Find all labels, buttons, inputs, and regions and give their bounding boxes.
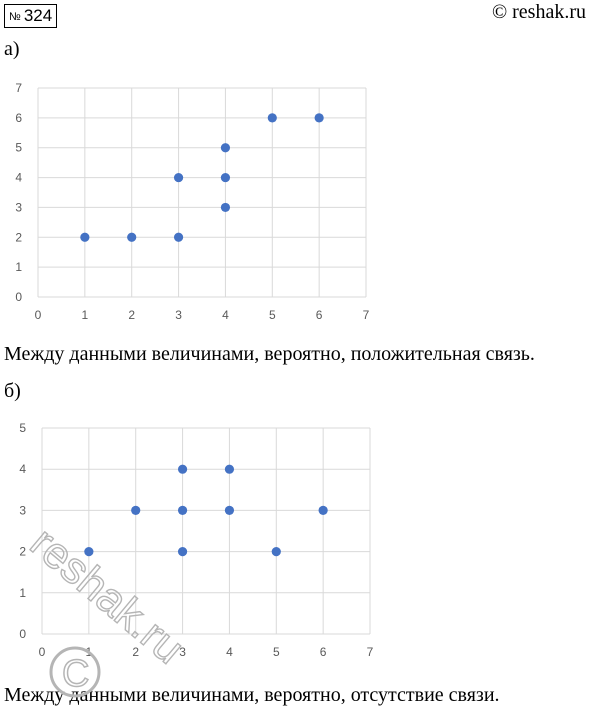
chart-a-y-tick-label: 1 [15,260,22,274]
chart-b-x-tick-label: 1 [86,645,93,659]
chart-a-point-3 [173,172,184,183]
chart-a-x-tick-label: 7 [363,308,370,322]
chart-b-point-5 [224,505,235,515]
chart-b-y-tick-label: 0 [19,627,26,641]
part-b-conclusion: Между данными величинами, вероятно, отсу… [4,684,500,706]
chart-a-point-8 [314,113,324,123]
chart-a-y-tick-label: 0 [15,290,22,304]
part-a-conclusion: Между данными величинами, вероятно, поло… [4,343,535,365]
chart-b-y-tick-label: 4 [19,462,26,476]
chart-a-y-tick-label: 7 [15,81,22,95]
chart-a-point-5 [220,172,231,183]
chart-a-x-tick-label: 1 [82,308,89,322]
chart-b-y-tick-label: 3 [19,503,26,517]
chart-b-point-1 [131,505,141,515]
task-number-badge: № 324 [4,4,58,28]
chart-b-x-tick-label: 7 [367,645,374,659]
header: № 324 © reshak.ru [0,0,592,34]
chart-b-x-tick-label: 6 [320,645,327,659]
chart-b-x-tick-label: 0 [39,645,46,659]
part-b-label: б) [4,380,21,402]
chart-a-y-tick-label: 5 [15,141,22,155]
chart-a-point-6 [220,143,231,153]
chart-b-x-tick-label: 4 [226,645,233,659]
chart-b-y-tick-label: 5 [19,421,26,435]
scatter-chart-b: 0 1 2 3 4 5 6 7 0 1 2 3 4 5 [19,421,374,659]
chart-b-x-tick-label: 2 [132,645,139,659]
copyright-text: © reshak.ru [491,1,586,23]
chart-b-y-tick-label: 1 [19,586,26,600]
chart-a-y-tick-label: 4 [15,171,22,185]
chart-a-point-4 [220,202,231,213]
chart-b-point-6 [224,464,235,474]
chart-b-point-3 [177,505,188,515]
chart-b-point-0 [84,547,94,557]
chart-a-x-tick-label: 3 [175,308,182,322]
chart-a-x-tick-label: 5 [269,308,276,322]
chart-a-point-7 [267,113,277,123]
chart-a-x-tick-label: 6 [316,308,323,322]
chart-a-point-1 [127,232,137,242]
chart-a-point-0 [80,232,90,242]
chart-a-y-tick-label: 2 [15,230,22,244]
task-number: 324 [23,6,53,25]
chart-a-x-tick-label: 4 [222,308,229,322]
chart-b-x-tick-label: 5 [273,645,280,659]
chart-a-x-tick-label: 0 [35,308,42,322]
chart-b-point-8 [318,505,328,515]
chart-b-point-4 [177,464,188,474]
chart-b-point-2 [177,547,188,557]
chart-a-y-tick-label: 3 [15,200,22,214]
chart-a-point-2 [173,232,184,242]
scatter-chart-a: 0 1 2 3 4 5 6 7 0 1 2 3 4 5 6 7 [15,81,370,322]
chart-b-y-tick-label: 2 [19,545,26,559]
part-a-label: а) [4,38,20,60]
chart-b-point-7 [271,547,281,557]
chart-b-x-tick-label: 3 [179,645,186,659]
number-sign: № [9,11,21,23]
chart-a-y-tick-label: 6 [15,111,22,125]
chart-a-x-tick-label: 2 [128,308,135,322]
